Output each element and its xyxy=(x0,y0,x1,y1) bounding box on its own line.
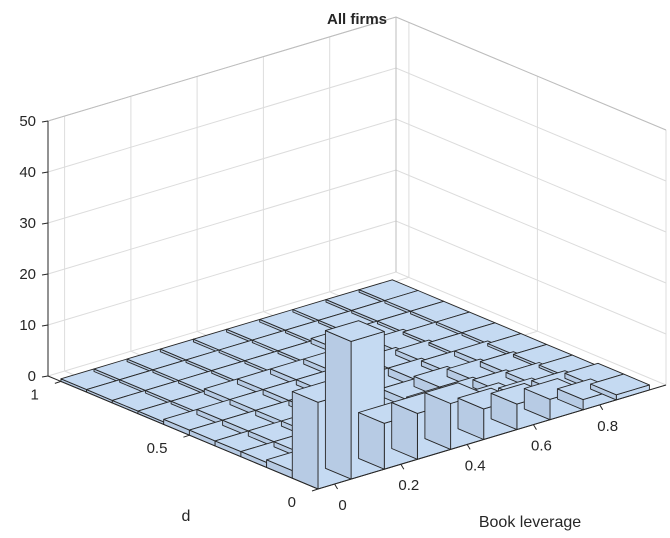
back-wall xyxy=(48,17,396,376)
y-tick-mark xyxy=(54,380,62,384)
x-tick-mark xyxy=(532,424,537,430)
x-tick-label: 0.8 xyxy=(597,418,618,435)
bar-top-face xyxy=(324,320,385,342)
z-tick-label: 50 xyxy=(19,113,36,130)
x-tick-mark xyxy=(466,444,471,450)
bar-top-face xyxy=(590,373,650,396)
y-tick-mark xyxy=(183,434,190,438)
z-tick-mark xyxy=(41,324,49,327)
z-tick-label: 30 xyxy=(19,215,36,232)
bar xyxy=(590,373,650,401)
axes-panes xyxy=(48,17,666,385)
x-tick-label: 0.2 xyxy=(398,477,419,494)
y-axis-label: d xyxy=(182,508,191,525)
y-axis-line xyxy=(47,375,319,490)
chart-title: All firms xyxy=(327,11,387,28)
x-tick-mark xyxy=(599,404,604,411)
z-tick-mark xyxy=(41,120,49,123)
z-tick-label: 40 xyxy=(19,164,36,181)
z-tick-label: 20 xyxy=(19,266,36,283)
z-tick-label: 10 xyxy=(19,317,36,334)
axis-lines xyxy=(41,16,667,492)
z-tick-mark xyxy=(41,375,49,378)
bar-left-face xyxy=(291,391,319,490)
z-tick-mark xyxy=(41,273,49,276)
z-tick-mark xyxy=(41,222,49,225)
x-axis-label: Book leverage xyxy=(479,514,581,531)
x-tick-mark xyxy=(334,483,339,490)
x-axis-line xyxy=(317,384,667,490)
bars xyxy=(60,279,650,490)
z-tick-mark xyxy=(41,171,49,174)
y-tick-mark xyxy=(311,488,319,492)
top-edge xyxy=(47,16,667,131)
x-tick-label: 0 xyxy=(338,497,346,514)
y-tick-label: 1 xyxy=(31,386,39,403)
side-wall xyxy=(396,17,666,385)
y-tick-label: 0 xyxy=(288,494,296,511)
bar-left-face xyxy=(324,330,352,480)
x-tick-label: 0.6 xyxy=(531,438,552,455)
x-tick-mark xyxy=(400,463,405,470)
x-tick-label: 0.4 xyxy=(465,457,486,474)
z-tick-label: 0 xyxy=(28,368,36,385)
y-tick-label: 0.5 xyxy=(147,440,168,457)
